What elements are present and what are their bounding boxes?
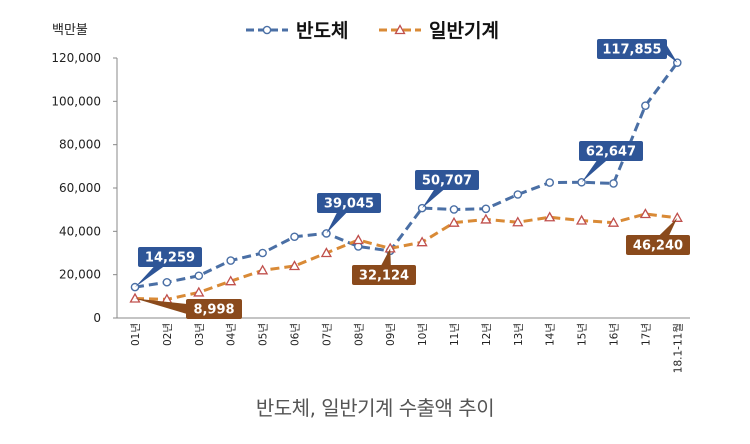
data-label: 62,647	[586, 145, 636, 160]
data-callout: 39,045	[317, 193, 381, 234]
data-point	[480, 213, 492, 224]
data-label: 117,855	[602, 43, 661, 58]
data-callout: 62,647	[579, 141, 643, 183]
data-callout: 46,240	[626, 217, 690, 255]
callout-pointer	[326, 212, 348, 234]
x-tick-label: 18.1-11월	[672, 323, 684, 373]
y-tick-label: 0	[93, 311, 101, 325]
callout-box	[352, 265, 416, 285]
data-point	[481, 204, 491, 214]
data-callouts: 14,259 39,045 50,707 62,647 117,855 8,998 32,1…	[135, 39, 690, 319]
data-point	[575, 214, 588, 225]
data-point	[607, 216, 620, 227]
data-callout: 32,124	[352, 248, 416, 285]
callout-pointer	[658, 217, 678, 236]
callout-pointer	[422, 189, 445, 209]
data-point	[671, 211, 683, 222]
data-point	[545, 178, 555, 187]
data-point	[544, 211, 556, 222]
y-axis-ticks: 0 20,000 40,000 60,000 80,000 100,000 120,000	[51, 51, 117, 325]
callout-pointer	[380, 248, 391, 266]
data-point	[258, 248, 267, 258]
data-point	[352, 234, 364, 245]
series-lines	[134, 61, 679, 301]
data-point	[288, 260, 301, 271]
x-tick-label: 16년	[609, 323, 621, 346]
data-label: 14,259	[145, 251, 195, 266]
data-label: 8,998	[193, 303, 234, 318]
y-tick-label: 20,000	[59, 268, 101, 282]
legend: 반도체 일반기계	[246, 20, 499, 42]
x-tick-label: 05년	[258, 323, 270, 346]
data-point	[256, 264, 269, 275]
data-point	[513, 190, 523, 199]
y-axis-unit-label: 백만불	[52, 23, 88, 38]
series-line-machinery	[134, 212, 678, 301]
data-callout: 50,707	[415, 170, 479, 209]
data-label: 50,707	[422, 174, 472, 189]
x-tick-label: 12년	[481, 323, 493, 346]
data-point	[129, 292, 141, 303]
data-point	[641, 101, 650, 110]
data-point	[448, 216, 460, 227]
x-tick-label: 04년	[226, 323, 238, 346]
y-tick-label: 100,000	[51, 94, 101, 108]
x-tick-label: 02년	[162, 323, 174, 346]
data-label: 39,045	[324, 197, 374, 212]
data-point	[226, 256, 235, 265]
callout-box	[186, 299, 242, 319]
x-tick-label: 13년	[513, 323, 525, 346]
data-point	[320, 247, 333, 258]
x-tick-label: 15년	[577, 323, 589, 346]
y-tick-label: 40,000	[59, 224, 101, 238]
legend-label: 반도체	[296, 20, 348, 42]
data-label: 32,124	[359, 269, 409, 284]
x-tick-label: 08년	[353, 323, 365, 346]
data-point	[609, 179, 618, 188]
data-callout: 14,259	[135, 247, 202, 288]
x-tick-label: 01년	[130, 323, 142, 346]
series-line-semiconductor	[134, 61, 679, 289]
data-point	[512, 216, 524, 227]
x-tick-label: 10년	[417, 323, 429, 346]
x-tick-label: 09년	[385, 323, 397, 346]
y-tick-label: 80,000	[59, 138, 101, 152]
data-point	[290, 232, 299, 242]
callout-box	[579, 141, 643, 161]
data-point	[416, 236, 428, 247]
legend-marker	[394, 24, 406, 35]
chart-caption: 반도체, 일반기계 수출액 추이	[255, 396, 495, 420]
y-tick-label: 60,000	[59, 181, 101, 195]
x-tick-label: 17년	[640, 323, 652, 346]
data-callout: 117,855	[597, 39, 678, 63]
data-point	[449, 205, 459, 214]
callout-pointer	[135, 298, 187, 314]
x-axis-ticks: 01년 02년 03년 04년 05년 06년 07년 08년 09년 10년 11년 12년 13년 1…	[130, 323, 684, 373]
callout-pointer	[666, 44, 678, 63]
legend-label: 일반기계	[429, 20, 499, 42]
callout-box	[626, 235, 690, 255]
callout-box	[415, 170, 479, 190]
x-tick-label: 03년	[194, 323, 206, 346]
x-tick-label: 11년	[449, 323, 461, 346]
callout-pointer	[135, 266, 165, 288]
data-point	[639, 208, 652, 219]
data-point	[193, 286, 205, 297]
data-point	[162, 277, 172, 287]
data-point	[225, 275, 237, 286]
callout-box	[597, 39, 667, 59]
data-label: 46,240	[633, 239, 683, 254]
callout-box	[317, 193, 381, 213]
data-callout: 8,998	[135, 298, 242, 319]
data-point	[194, 271, 204, 281]
y-tick-label: 120,000	[51, 51, 101, 65]
x-tick-label: 14년	[545, 323, 557, 346]
callout-pointer	[581, 160, 608, 183]
x-tick-label: 06년	[290, 323, 302, 346]
legend-marker	[262, 25, 272, 35]
callout-box	[138, 247, 202, 267]
x-tick-label: 07년	[321, 323, 333, 346]
